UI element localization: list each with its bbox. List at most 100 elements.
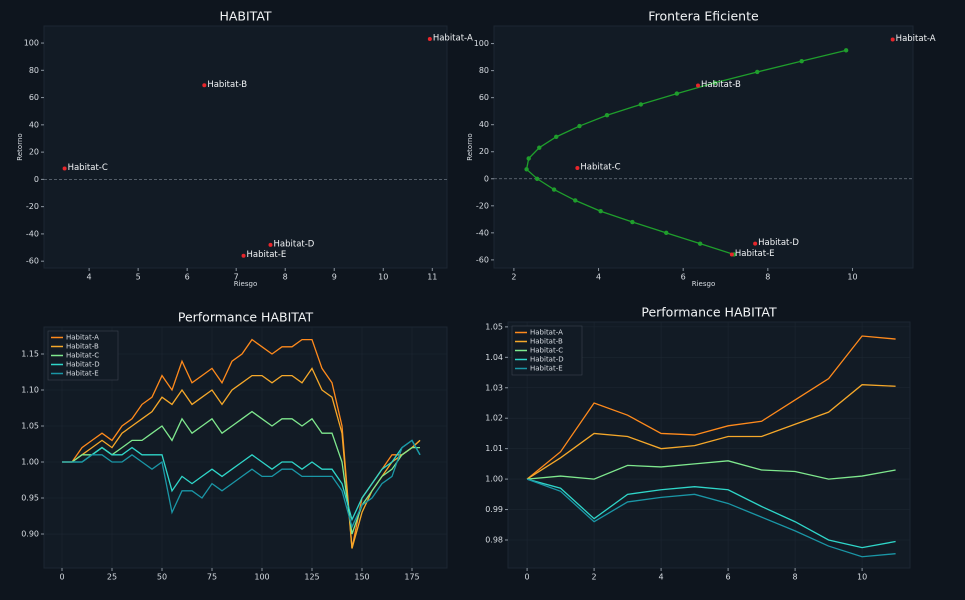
y-tick-label: 1.02 xyxy=(485,414,503,423)
x-tick-label: 10 xyxy=(847,273,857,282)
y-tick-label: -20 xyxy=(476,201,489,210)
plot-area xyxy=(493,25,914,269)
y-tick-label: 100 xyxy=(474,39,489,48)
y-tick-label: 1.01 xyxy=(485,444,503,453)
series-line xyxy=(62,439,421,529)
x-axis-label: Riesgo xyxy=(234,280,258,288)
y-tick-label: -40 xyxy=(476,228,489,237)
x-tick-label: 2 xyxy=(511,273,516,282)
frontier-point xyxy=(843,48,849,53)
scatter-point xyxy=(695,83,700,88)
chart-title: Performance HABITAT xyxy=(178,310,314,325)
x-tick-label: 9 xyxy=(332,273,337,282)
point-label: Habitat-D xyxy=(274,239,315,249)
x-tick-label: 175 xyxy=(404,573,419,582)
series-line xyxy=(526,478,896,549)
frontier-point xyxy=(534,176,540,181)
frontier-point xyxy=(630,219,635,225)
point-label: Habitat-D xyxy=(758,238,799,248)
x-tick-label: 0 xyxy=(525,573,530,582)
legend-label: Habitat-A xyxy=(66,334,99,342)
legend-label: Habitat-A xyxy=(530,329,563,337)
frontier-point xyxy=(524,167,529,172)
legend-label: Habitat-D xyxy=(530,356,564,364)
frontier-point xyxy=(551,187,557,192)
y-tick-label: 0 xyxy=(34,175,39,184)
x-tick-label: 25 xyxy=(107,573,117,582)
legend-label: Habitat-C xyxy=(66,352,99,360)
scatter-point xyxy=(890,37,895,42)
frontier-point xyxy=(664,230,669,236)
y-tick-label: 60 xyxy=(479,93,489,102)
x-tick-label: 0 xyxy=(59,573,64,582)
y-tick-label: 20 xyxy=(29,148,39,157)
x-tick-label: 75 xyxy=(207,573,217,582)
point-label: Habitat-A xyxy=(433,33,473,43)
frontier-point xyxy=(697,241,703,246)
x-tick-label: 4 xyxy=(596,273,601,282)
y-tick-label: 0.99 xyxy=(485,505,503,514)
series-line xyxy=(526,335,896,480)
y-tick-label: 1.10 xyxy=(21,386,39,395)
frontier-point xyxy=(712,80,718,85)
scatter-point xyxy=(62,166,67,171)
y-tick-label: 1.04 xyxy=(485,353,503,362)
legend-label: Habitat-C xyxy=(530,347,563,355)
scatter-point xyxy=(427,36,432,41)
y-tick-label: 20 xyxy=(479,147,489,156)
x-tick-label: 10 xyxy=(378,273,388,282)
y-tick-label: -20 xyxy=(26,202,39,211)
y-tick-label: 100 xyxy=(24,39,39,48)
y-tick-label: 40 xyxy=(479,120,489,129)
x-tick-label: 6 xyxy=(726,573,731,582)
x-tick-label: 50 xyxy=(157,573,167,582)
frontier-point xyxy=(598,209,603,214)
y-tick-label: 80 xyxy=(29,66,39,75)
scatter-point xyxy=(753,241,758,246)
y-tick-label: 1.15 xyxy=(21,350,39,359)
frontier-point xyxy=(674,91,680,96)
y-tick-label: 60 xyxy=(29,93,39,102)
y-tick-label: 1.05 xyxy=(21,422,39,431)
chart-title: Performance HABITAT xyxy=(641,305,777,320)
series-line xyxy=(62,367,421,549)
frontier-point xyxy=(755,69,760,75)
y-tick-label: -40 xyxy=(26,229,39,238)
x-tick-label: 10 xyxy=(857,573,867,582)
x-tick-label: 2 xyxy=(592,573,597,582)
point-label: Habitat-E xyxy=(735,249,775,259)
point-label: Habitat-B xyxy=(701,80,741,90)
y-tick-label: 1.05 xyxy=(485,322,503,331)
frontier-point xyxy=(526,156,531,161)
y-axis-label: Retorno xyxy=(16,133,24,160)
legend-label: Habitat-E xyxy=(66,370,99,378)
frontier-point xyxy=(537,145,542,150)
x-tick-label: 4 xyxy=(659,573,664,582)
frontier-point xyxy=(573,198,578,203)
y-tick-label: 40 xyxy=(29,120,39,129)
y-tick-label: 1.00 xyxy=(21,458,39,467)
scatter-point xyxy=(241,253,246,258)
y-tick-label: 1.03 xyxy=(485,383,503,392)
legend-label: Habitat-E xyxy=(530,365,563,373)
x-tick-label: 100 xyxy=(254,573,269,582)
y-tick-label: 0.90 xyxy=(21,530,39,539)
point-label: Habitat-C xyxy=(68,163,108,173)
y-tick-label: 0 xyxy=(484,174,489,183)
chart-title: Frontera Eficiente xyxy=(648,9,759,24)
scatter-point xyxy=(729,252,734,257)
scatter-point xyxy=(575,165,580,170)
scatter-point xyxy=(268,242,273,247)
frontier-point xyxy=(638,102,644,107)
point-label: Habitat-C xyxy=(580,162,620,172)
x-tick-label: 11 xyxy=(427,273,437,282)
frontier-point xyxy=(604,113,610,118)
y-tick-label: -60 xyxy=(476,255,489,264)
plot-area xyxy=(43,25,448,269)
frontier-point xyxy=(554,134,559,140)
y-tick-label: 0.98 xyxy=(485,535,503,544)
legend-label: Habitat-B xyxy=(66,343,99,351)
series-line xyxy=(526,384,896,480)
